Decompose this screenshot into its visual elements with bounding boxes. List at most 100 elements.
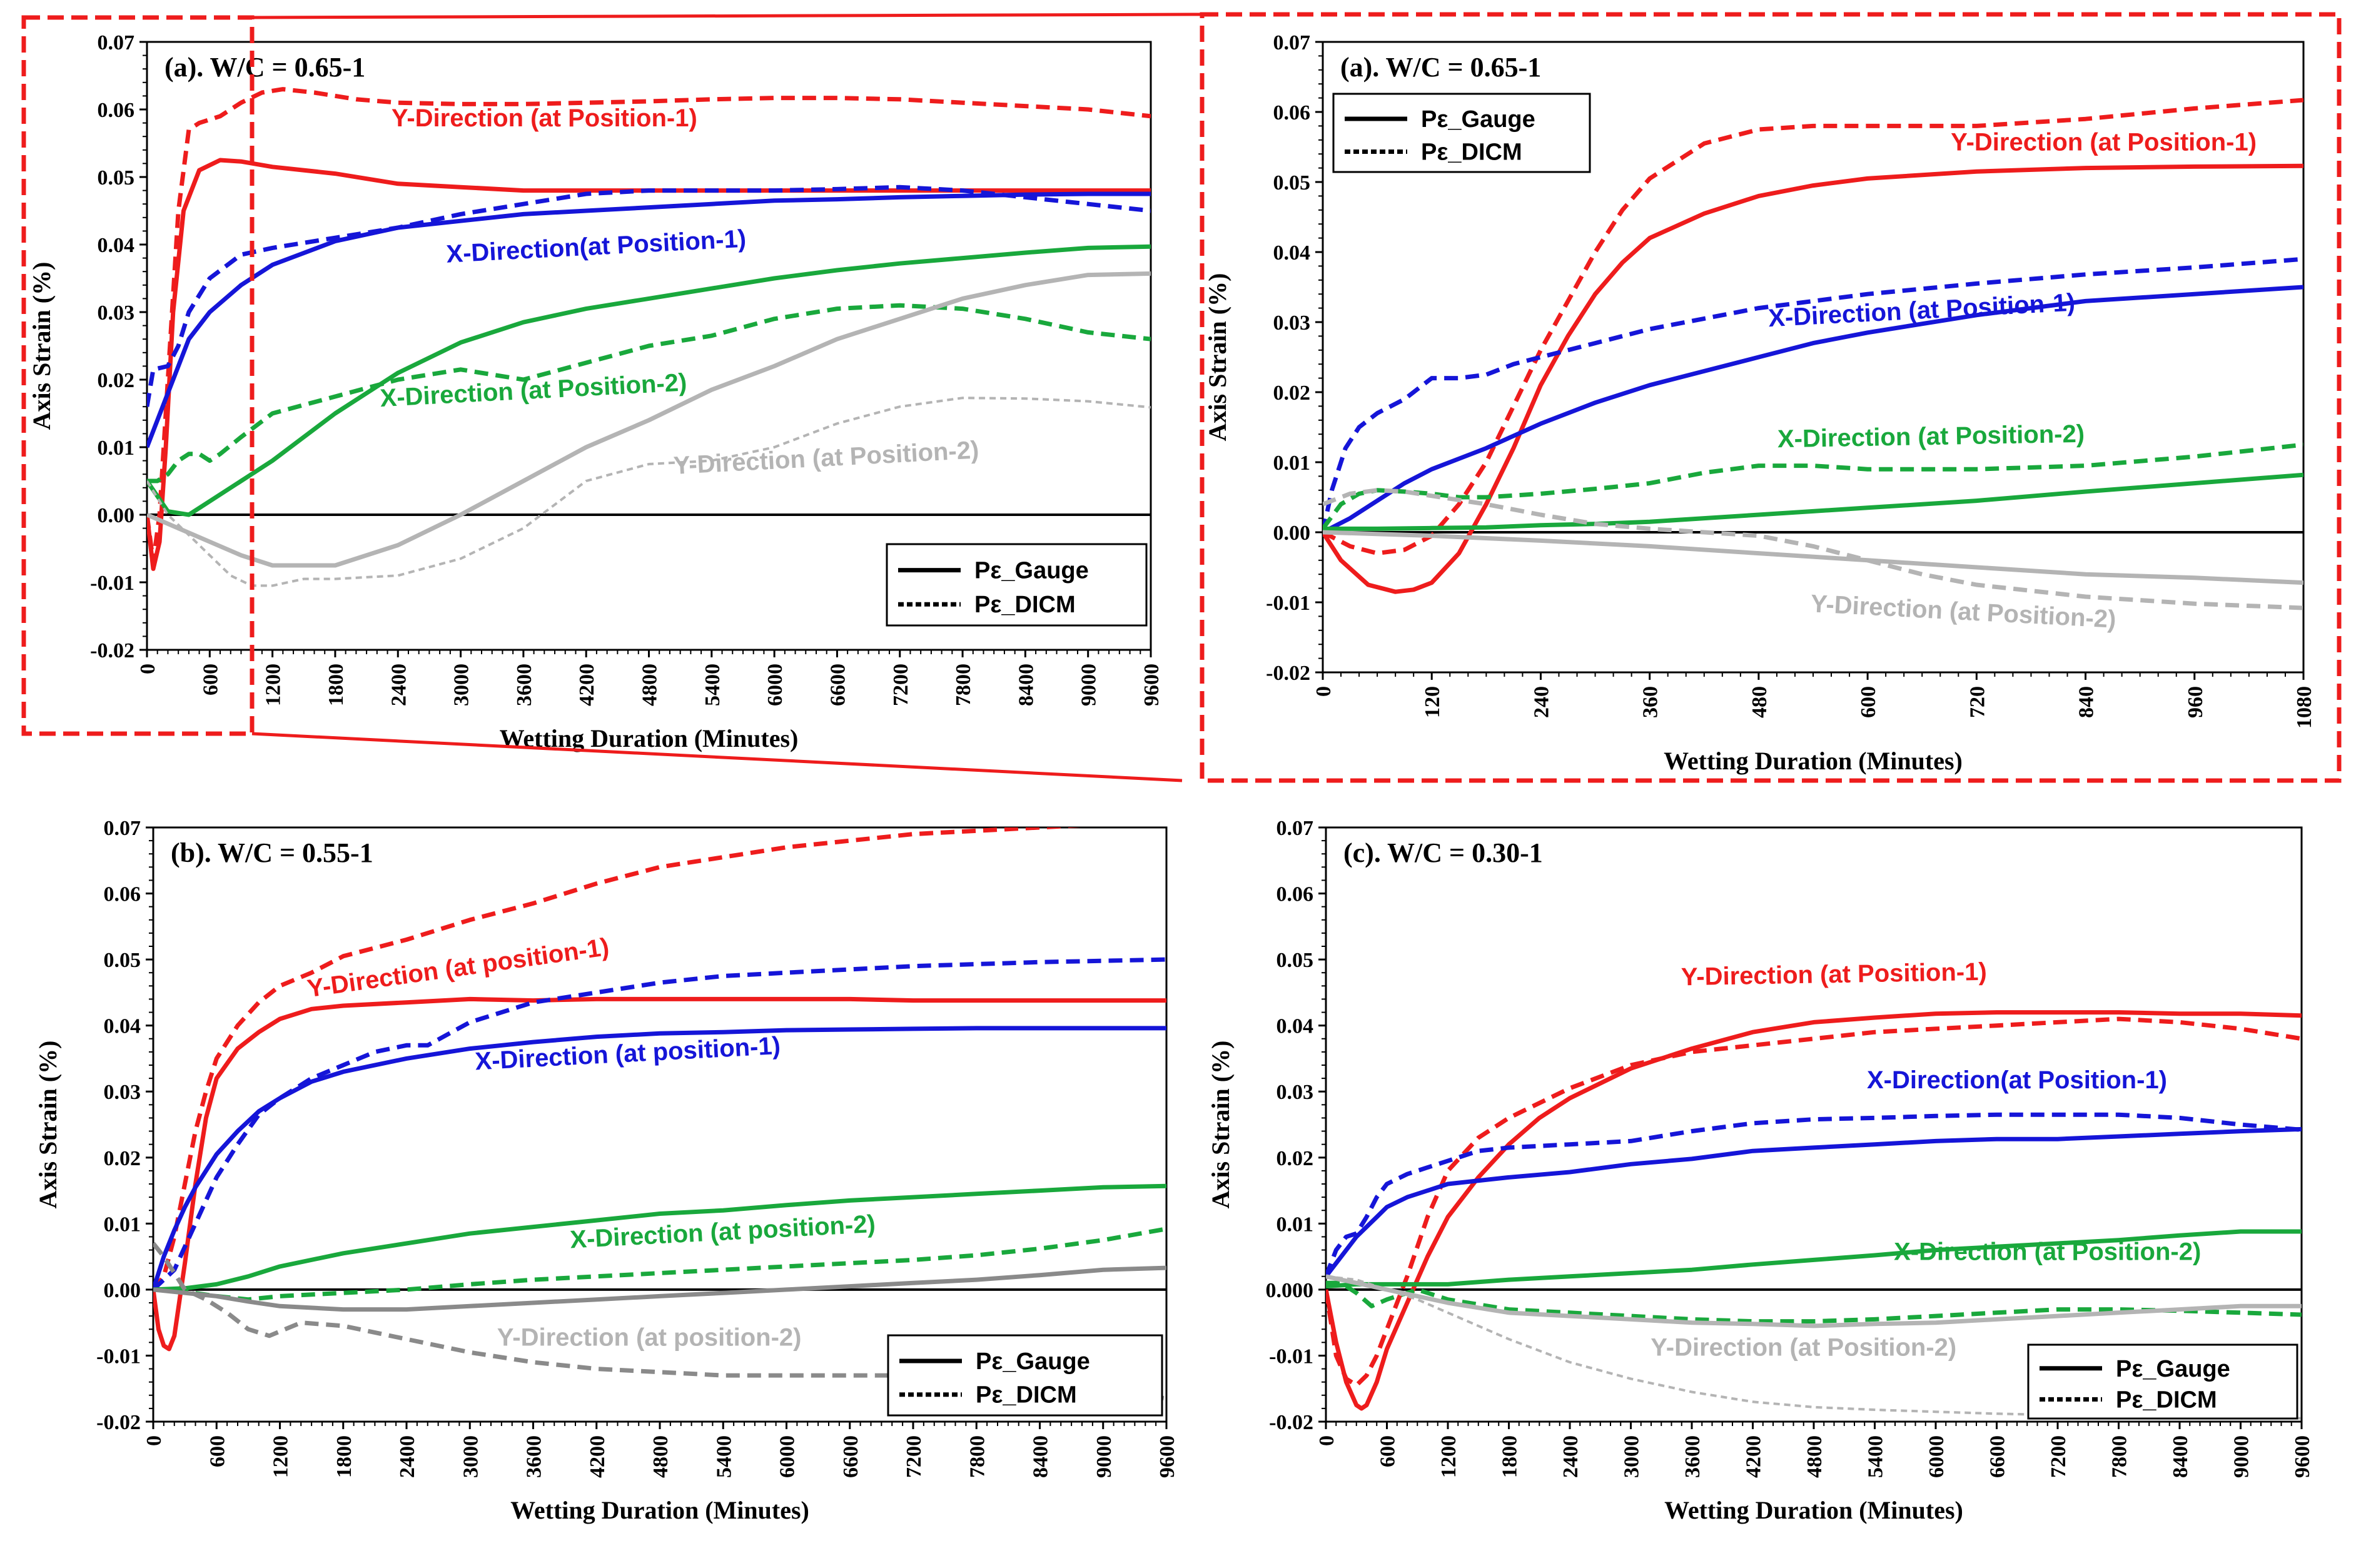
- zoom-source-box: [21, 15, 255, 736]
- series-line-6: [1326, 1274, 2302, 1328]
- legend-gauge-label: Pε_Gauge: [1421, 106, 1535, 133]
- series-line-4: [1326, 1229, 2302, 1289]
- series-group: [1323, 98, 2303, 610]
- x-tick-label: 1800: [333, 1435, 356, 1478]
- x-tick-label: 8400: [1014, 664, 1038, 706]
- x-tick-label: 3600: [513, 664, 536, 706]
- x-tick-label: 960: [2184, 686, 2207, 718]
- x-tick-label: 0: [143, 1435, 166, 1446]
- x-tick-label: 1800: [1499, 1435, 1522, 1478]
- x-tick-label: 600: [206, 1435, 229, 1467]
- y-tick-label: 0.06: [1277, 883, 1314, 906]
- x-tick-label: 360: [1639, 686, 1662, 718]
- series-line-6: [1323, 530, 2303, 585]
- y-tick-label: 0.03: [104, 1081, 141, 1104]
- y-tick-label: 0.06: [1273, 101, 1311, 124]
- series-line-0: [1323, 163, 2303, 594]
- series-annotation-1: X-Direction(at Position-1): [1867, 1066, 2167, 1094]
- x-tick-label: 5400: [1864, 1435, 1888, 1478]
- series-annotation-0: Y-Direction (at Position-1): [392, 104, 697, 132]
- series-line-5: [147, 303, 1151, 483]
- series-line-4: [1323, 472, 2303, 531]
- legend-dicm-label: Pε_DICM: [976, 1382, 1077, 1409]
- y-tick-label: 0.04: [104, 1015, 141, 1038]
- x-tick-label: 3600: [523, 1435, 546, 1478]
- y-tick-label: 0.07: [1273, 31, 1311, 54]
- y-axis-label: Axis Strain (%): [1203, 273, 1231, 442]
- x-tick-label: 7800: [952, 664, 975, 706]
- series-annotation-3: Y-Direction (at position-2): [497, 1324, 802, 1352]
- x-tick-label: 6000: [776, 1435, 799, 1478]
- y-tick-label: 0.01: [1277, 1213, 1314, 1236]
- y-tick-label: 0.07: [1277, 817, 1314, 840]
- zoom-indicator: [21, 12, 2342, 783]
- chart-panel-c: -0.02 -0.01 0.000 0.01 0.02 0.03 0.04 0.05 0.06 0…: [1206, 817, 2314, 1524]
- x-tick-label: 6600: [839, 1435, 862, 1478]
- legend-dicm-label: Pε_DICM: [1421, 139, 1522, 166]
- x-tick-label: 7800: [966, 1435, 989, 1478]
- x-tick-label: 600: [199, 664, 222, 695]
- series-line-1: [1323, 98, 2303, 556]
- x-tick-label: 120: [1421, 686, 1444, 718]
- series-annotation-0: Y-Direction (at Position-1): [1681, 958, 1987, 991]
- x-tick-label: 1800: [325, 664, 348, 706]
- series-line-2: [147, 191, 1151, 448]
- series-line-6: [147, 271, 1151, 568]
- x-tick-label: 0: [136, 664, 159, 674]
- x-tick-label: 9000: [1093, 1435, 1116, 1478]
- series-line-6: [153, 1265, 1166, 1312]
- y-tick-label: 0.01: [104, 1213, 141, 1236]
- series-line-2: [153, 1026, 1166, 1290]
- y-tick-label: 0.02: [104, 1147, 141, 1170]
- series-annotation-3: Y-Direction (at Position-2): [1651, 1333, 1956, 1361]
- x-tick-label: 3600: [1681, 1435, 1704, 1478]
- x-axis-label: Wetting Duration (Minutes): [1664, 1496, 1963, 1524]
- x-tick-label: 6000: [1925, 1435, 1948, 1478]
- x-tick-label: 480: [1748, 686, 1771, 718]
- x-tick-label: 0: [1315, 1435, 1338, 1446]
- x-tick-label: 4200: [575, 664, 599, 706]
- y-tick-label: 0.02: [1273, 382, 1311, 405]
- x-tick-label: 8400: [1029, 1435, 1053, 1478]
- x-tick-label: 1080: [2293, 686, 2316, 729]
- x-tick-label: 2400: [1559, 1435, 1582, 1478]
- zoom-target-box: [1200, 12, 2342, 783]
- legend-gauge-label: Pε_Gauge: [2116, 1356, 2230, 1382]
- series-line-7: [1323, 488, 2303, 610]
- y-tick-label: -0.01: [90, 572, 134, 595]
- x-tick-label: 4800: [639, 664, 662, 706]
- series-line-2: [1326, 1126, 2302, 1278]
- y-tick-label: 0.05: [1273, 171, 1311, 195]
- x-axis-label: Wetting Duration (Minutes): [1664, 747, 1963, 775]
- legend-gauge-label: Pε_Gauge: [976, 1348, 1090, 1375]
- chart-title: (c). W/C = 0.30-1: [1343, 837, 1543, 868]
- x-tick-label: 6600: [1986, 1435, 2010, 1478]
- series-line-0: [147, 158, 1151, 571]
- y-tick-label: 0.05: [98, 166, 135, 190]
- zoom-connector-top: [251, 13, 1203, 19]
- x-tick-label: 840: [2075, 686, 2098, 718]
- x-tick-label: 9600: [1140, 664, 1163, 706]
- series-line-0: [153, 996, 1166, 1352]
- x-tick-label: 1200: [262, 664, 285, 706]
- series-line-3: [147, 185, 1151, 407]
- x-tick-label: 9000: [2230, 1435, 2253, 1478]
- x-tick-label: 2400: [396, 1435, 419, 1478]
- y-tick-label: 0.04: [1273, 241, 1311, 265]
- legend: Pε_Gauge Pε_DICM: [2027, 1343, 2298, 1420]
- y-tick-label: -0.02: [1266, 662, 1310, 685]
- series-line-4: [147, 244, 1151, 517]
- x-tick-label: 9600: [2291, 1435, 2314, 1478]
- x-tick-label: 7800: [2108, 1435, 2131, 1478]
- x-tick-label: 600: [1857, 686, 1880, 718]
- y-tick-label: 0.07: [104, 817, 141, 840]
- y-tick-label: -0.02: [1269, 1411, 1313, 1434]
- y-tick-label: -0.01: [1269, 1345, 1313, 1368]
- y-tick-label: 0.03: [1277, 1081, 1314, 1104]
- x-tick-label: 1200: [1437, 1435, 1460, 1478]
- series-line-1: [1326, 1016, 2302, 1388]
- y-axis-label: Axis Strain (%): [28, 262, 56, 430]
- series-group: [147, 87, 1151, 587]
- y-tick-label: 0.05: [104, 949, 141, 972]
